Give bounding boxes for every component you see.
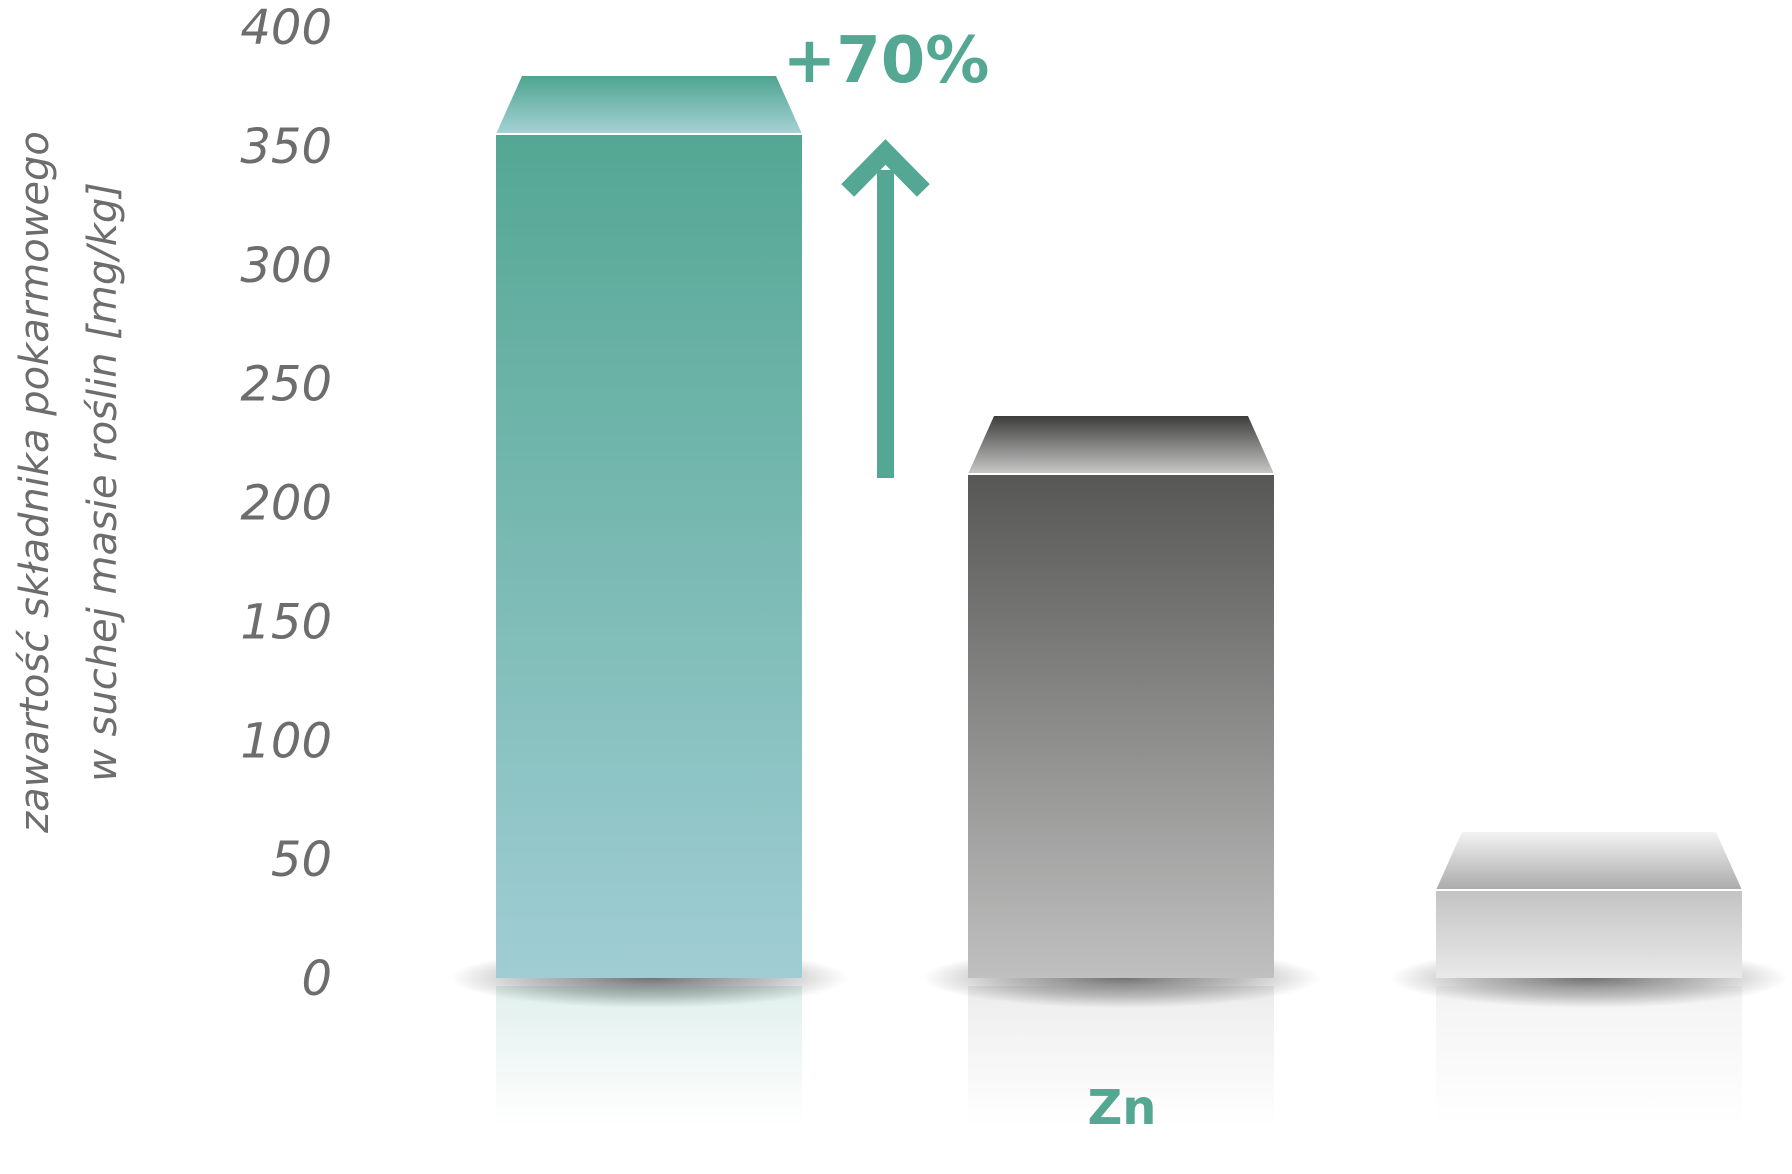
y-tick-label: 150 [240,594,332,650]
y-tick-label: 400 [240,0,332,56]
increase-label: +70% [783,24,990,98]
bar-top [1436,832,1742,891]
y-axis: 0 50 100 150 200 250 300 350 400 [240,0,332,1007]
bar-reflection [1436,986,1742,1126]
bar-top [968,415,1274,474]
increase-annotation: +70% [783,24,990,478]
y-tick-label: 0 [301,951,332,1007]
bar-1 [450,75,848,1126]
y-tick-label: 200 [240,476,332,532]
bar-2 [922,415,1320,1126]
bar-reflection [496,986,802,1126]
bar-front [968,473,1274,978]
arrow-up-icon [841,139,930,478]
bars [450,75,1788,1126]
bar-reflection [968,986,1274,1126]
x-axis-label: Zn [1088,1080,1157,1136]
y-axis-label-line-1: zawartość składnika pokarmowego [12,131,58,834]
y-tick-label: 350 [240,119,332,175]
y-tick-label: 300 [240,238,332,294]
y-axis-label-line-2: w suchej masie roślin [mg/kg] [80,182,126,782]
bar-3 [1390,832,1788,1126]
bar-front [1436,890,1742,978]
y-axis-label: zawartość składnika pokarmowego w suchej… [12,131,126,834]
bar-front [496,133,802,979]
y-tick-label: 250 [240,357,332,413]
y-tick-label: 50 [271,832,332,888]
y-tick-label: 100 [240,713,332,769]
bar-top [496,75,802,134]
